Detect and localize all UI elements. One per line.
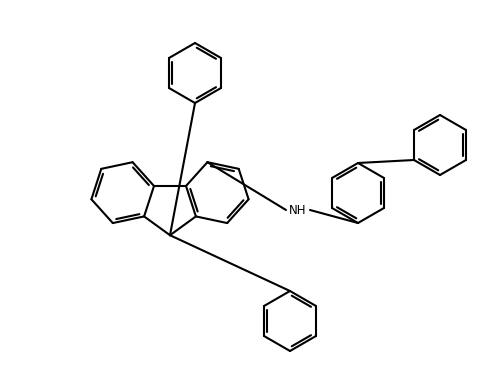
Text: NH: NH [289, 203, 307, 216]
